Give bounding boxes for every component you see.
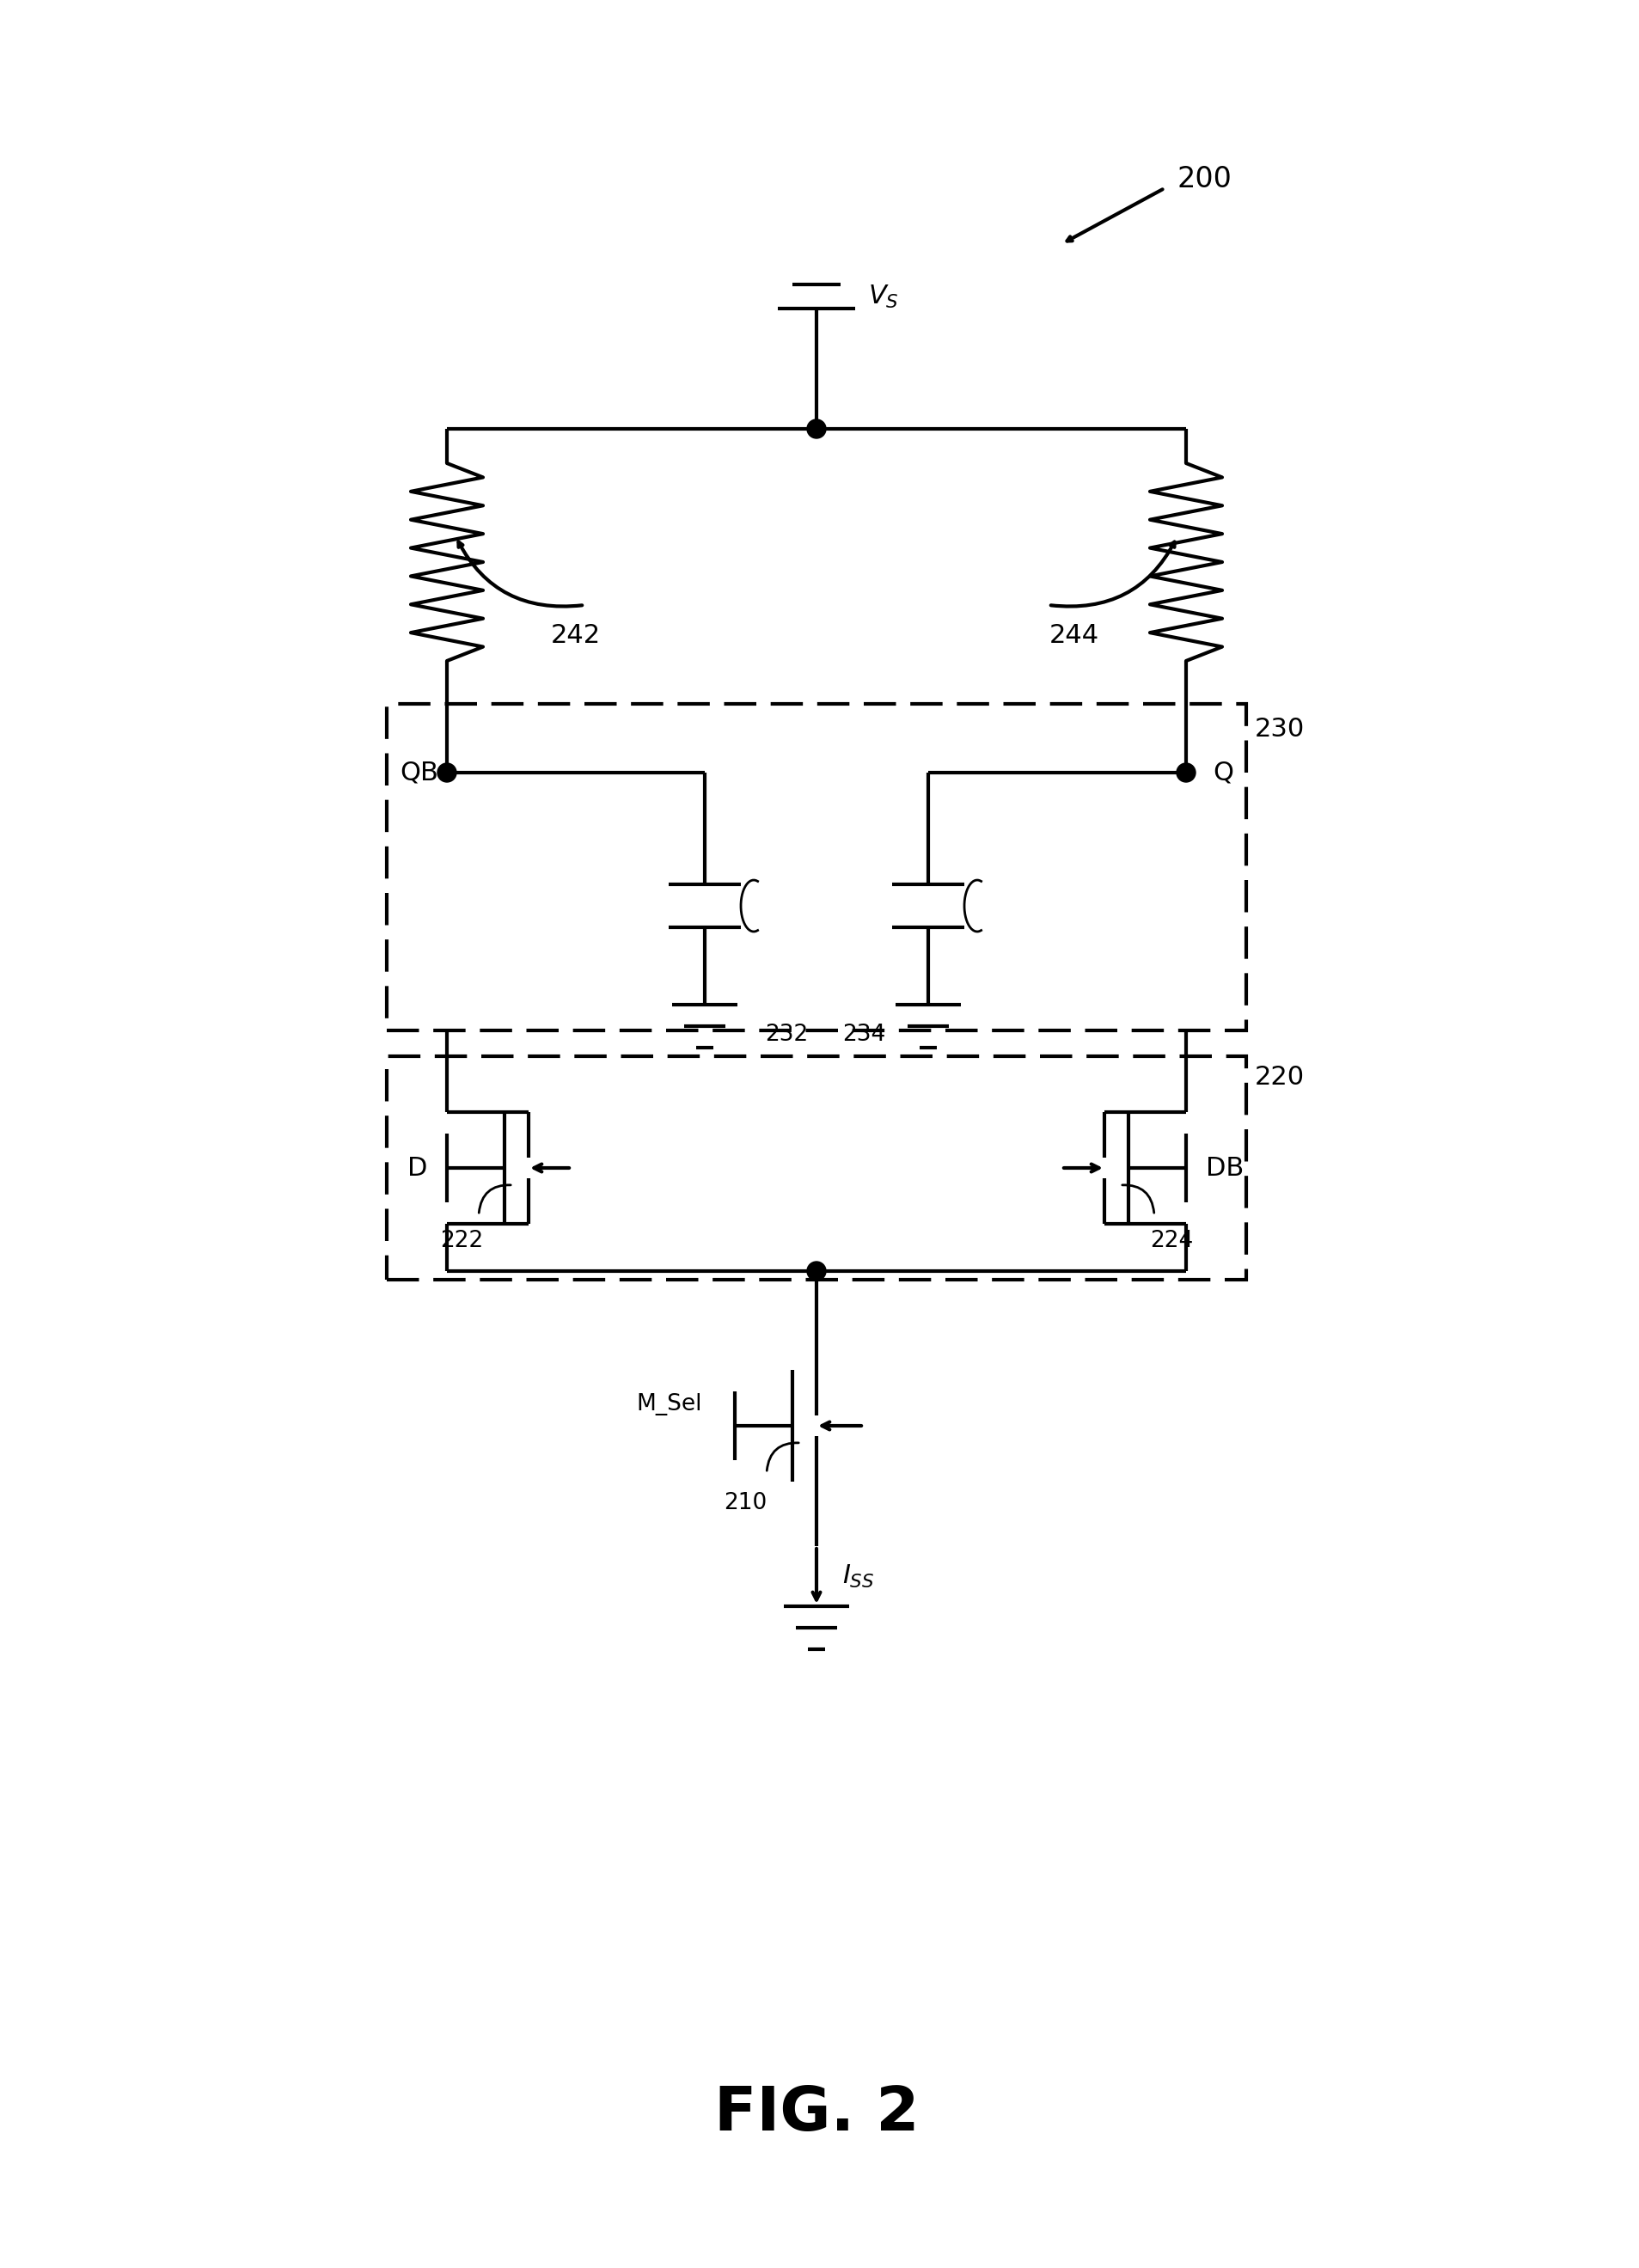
Text: 234: 234 [842, 1023, 885, 1046]
Text: 200: 200 [1177, 166, 1233, 193]
Circle shape [1177, 762, 1195, 782]
Circle shape [806, 1261, 826, 1281]
Text: 222: 222 [439, 1229, 484, 1252]
Text: 224: 224 [1151, 1229, 1193, 1252]
Text: $I_{SS}$: $I_{SS}$ [842, 1563, 875, 1590]
Text: D: D [406, 1154, 428, 1179]
Text: 244: 244 [1049, 624, 1100, 649]
Text: 232: 232 [765, 1023, 808, 1046]
Circle shape [806, 420, 826, 438]
Text: Q: Q [1213, 760, 1233, 785]
Text: 242: 242 [551, 624, 602, 649]
Text: 210: 210 [723, 1492, 767, 1515]
Text: M_Sel: M_Sel [636, 1393, 701, 1415]
Circle shape [438, 762, 456, 782]
Text: $V_S$: $V_S$ [869, 284, 898, 311]
Text: 220: 220 [1255, 1064, 1305, 1089]
Text: 230: 230 [1255, 717, 1305, 742]
Text: QB: QB [400, 760, 438, 785]
Text: FIG. 2: FIG. 2 [715, 2084, 919, 2143]
Text: DB: DB [1206, 1154, 1244, 1179]
